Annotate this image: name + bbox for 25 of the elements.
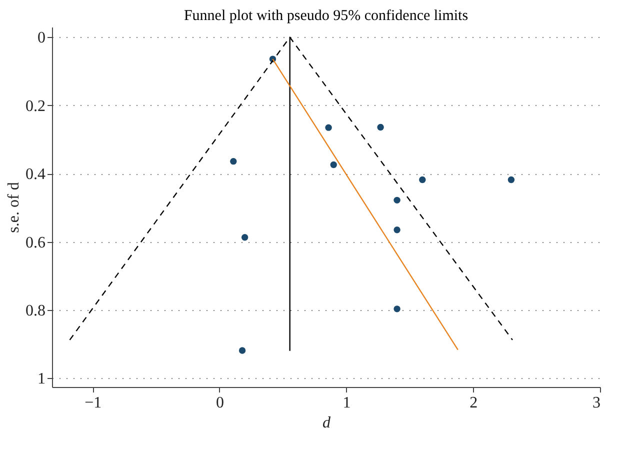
y-tick-label: 0.8	[26, 302, 46, 320]
y-tick-label: 0	[38, 30, 46, 47]
point	[419, 176, 426, 184]
point	[325, 124, 332, 131]
y-tick-label: 0.4	[26, 166, 46, 184]
chart-title: Funnel plot with pseudo 95% confidence limits	[184, 8, 468, 24]
x-tick-label: 0	[216, 394, 224, 412]
x-tick-label: 1	[342, 394, 351, 412]
x-tick-label: 2	[470, 394, 478, 412]
y-tick-label: 1	[38, 370, 46, 388]
point	[241, 234, 248, 241]
x-tick-label: −1	[84, 394, 102, 412]
point	[508, 176, 515, 184]
point	[238, 347, 246, 354]
point	[394, 306, 400, 312]
point	[394, 226, 400, 234]
point	[394, 196, 400, 204]
y-tick-label: 0.6	[26, 234, 46, 252]
point	[230, 158, 237, 165]
point	[377, 124, 384, 131]
point	[330, 161, 337, 168]
x-axis-title: d	[322, 414, 332, 432]
y-tick-label: 0.2	[26, 98, 46, 115]
y-axis-title: s.e. of d	[6, 182, 22, 233]
x-tick-label: 3	[592, 394, 600, 412]
